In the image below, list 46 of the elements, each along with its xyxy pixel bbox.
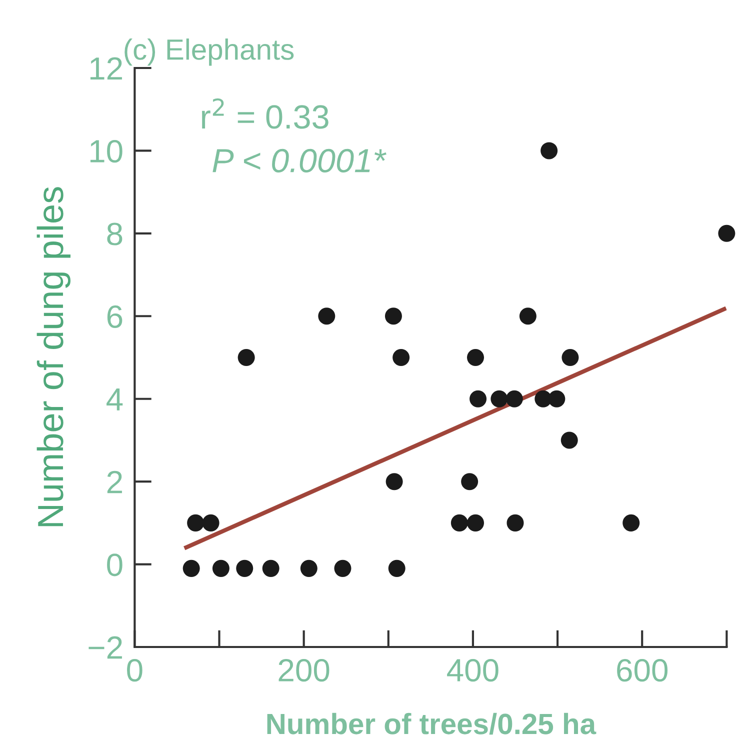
point — [467, 348, 484, 366]
point — [388, 560, 406, 577]
point — [490, 390, 508, 408]
point — [560, 432, 578, 449]
chart-title: (c) Elephants — [124, 38, 294, 66]
point — [386, 473, 403, 490]
point — [202, 514, 220, 532]
x-tick-label: 200 — [278, 658, 330, 682]
point — [212, 560, 230, 577]
point — [548, 390, 566, 408]
point — [622, 514, 640, 532]
point — [450, 514, 468, 532]
y-tick-label: 6 — [107, 305, 122, 328]
annotation: P < 0.0001* — [212, 148, 386, 172]
point — [187, 514, 204, 532]
y-tick-label: 4 — [106, 388, 123, 410]
y-tick-label: 2 — [107, 470, 122, 494]
point — [236, 560, 254, 577]
x-tick-label: 400 — [447, 658, 498, 682]
point — [392, 348, 410, 366]
y-tick-label: 10 — [90, 140, 122, 163]
x-tick-label: 0 — [127, 658, 142, 682]
point — [562, 348, 579, 366]
point — [506, 514, 524, 532]
y-tick-label: −2 — [88, 636, 122, 659]
point — [506, 390, 523, 408]
point — [334, 560, 352, 577]
point — [519, 308, 536, 325]
y-tick-label: 12 — [90, 57, 122, 80]
y-tick-label: 8 — [107, 222, 122, 246]
point — [238, 348, 255, 366]
point — [540, 142, 558, 160]
point — [718, 224, 736, 242]
point — [182, 560, 200, 577]
x-tick-label: 600 — [617, 658, 668, 682]
y-tick-label: 0 — [107, 554, 122, 576]
point — [470, 390, 487, 408]
point — [384, 308, 402, 325]
point — [467, 514, 484, 532]
y-axis-title: Number of dung piles — [36, 187, 70, 526]
point — [318, 308, 336, 325]
point — [300, 560, 318, 577]
point — [262, 560, 280, 577]
x-axis-title: Number of trees/0.25 ha — [267, 712, 596, 735]
annotation: r$^{2}$ = 0.33 — [202, 98, 328, 129]
point — [461, 473, 478, 490]
